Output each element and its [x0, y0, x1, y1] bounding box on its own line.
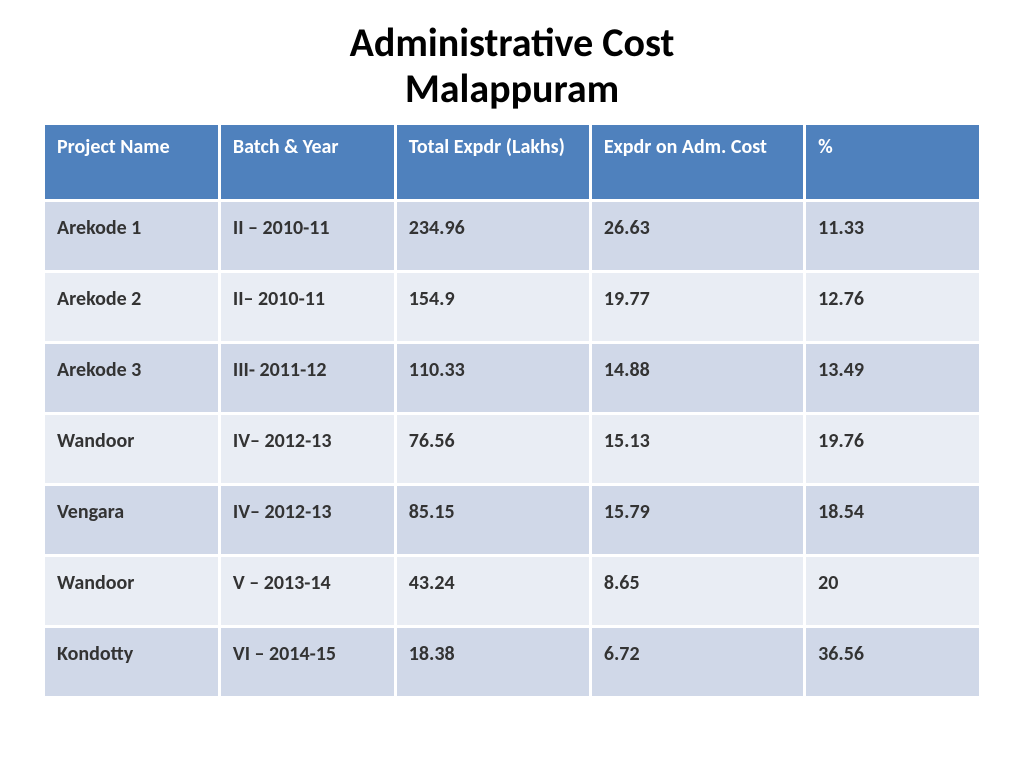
cell: VI – 2014-15 — [221, 628, 394, 696]
cell: 12.76 — [806, 273, 979, 341]
cell: 18.54 — [806, 486, 979, 554]
table-row: Arekode 2 II– 2010-11 154.9 19.77 12.76 — [45, 273, 979, 341]
table-body: Arekode 1 II – 2010-11 234.96 26.63 11.3… — [45, 202, 979, 696]
cell: 6.72 — [592, 628, 803, 696]
table-row: Vengara IV– 2012-13 85.15 15.79 18.54 — [45, 486, 979, 554]
table-row: Arekode 1 II – 2010-11 234.96 26.63 11.3… — [45, 202, 979, 270]
cell: 43.24 — [397, 557, 589, 625]
cell: Arekode 3 — [45, 344, 218, 412]
col-total-expdr: Total Expdr (Lakhs) — [397, 125, 589, 199]
cell: Kondotty — [45, 628, 218, 696]
cell: 110.33 — [397, 344, 589, 412]
col-expdr-adm-cost: Expdr on Adm. Cost — [592, 125, 803, 199]
cell: 11.33 — [806, 202, 979, 270]
slide-title: Administrative Cost Malappuram — [0, 20, 1024, 112]
slide: Administrative Cost Malappuram Project N… — [0, 0, 1024, 768]
col-batch-year: Batch & Year — [221, 125, 394, 199]
cell: Arekode 2 — [45, 273, 218, 341]
col-project-name: Project Name — [45, 125, 218, 199]
table-row: Arekode 3 III- 2011-12 110.33 14.88 13.4… — [45, 344, 979, 412]
cell: 15.79 — [592, 486, 803, 554]
cell: 85.15 — [397, 486, 589, 554]
cell: 154.9 — [397, 273, 589, 341]
cell: 234.96 — [397, 202, 589, 270]
cell: 20 — [806, 557, 979, 625]
cell: 19.77 — [592, 273, 803, 341]
cell: II– 2010-11 — [221, 273, 394, 341]
cell: 8.65 — [592, 557, 803, 625]
cell: 26.63 — [592, 202, 803, 270]
cell: 36.56 — [806, 628, 979, 696]
cell: 19.76 — [806, 415, 979, 483]
cell: II – 2010-11 — [221, 202, 394, 270]
cell: 18.38 — [397, 628, 589, 696]
cell: 15.13 — [592, 415, 803, 483]
cell: 14.88 — [592, 344, 803, 412]
title-line-2: Malappuram — [405, 64, 619, 113]
cell: IV– 2012-13 — [221, 486, 394, 554]
cell: Arekode 1 — [45, 202, 218, 270]
title-line-1: Administrative Cost — [350, 18, 675, 67]
cell: Vengara — [45, 486, 218, 554]
table-row: Wandoor V – 2013-14 43.24 8.65 20 — [45, 557, 979, 625]
cell: V – 2013-14 — [221, 557, 394, 625]
cell: IV– 2012-13 — [221, 415, 394, 483]
cost-table: Project Name Batch & Year Total Expdr (L… — [42, 122, 982, 699]
cell: 13.49 — [806, 344, 979, 412]
table-header-row: Project Name Batch & Year Total Expdr (L… — [45, 125, 979, 199]
col-percent: % — [806, 125, 979, 199]
cell: Wandoor — [45, 557, 218, 625]
table-row: Kondotty VI – 2014-15 18.38 6.72 36.56 — [45, 628, 979, 696]
cell: III- 2011-12 — [221, 344, 394, 412]
cell: Wandoor — [45, 415, 218, 483]
cell: 76.56 — [397, 415, 589, 483]
table-row: Wandoor IV– 2012-13 76.56 15.13 19.76 — [45, 415, 979, 483]
